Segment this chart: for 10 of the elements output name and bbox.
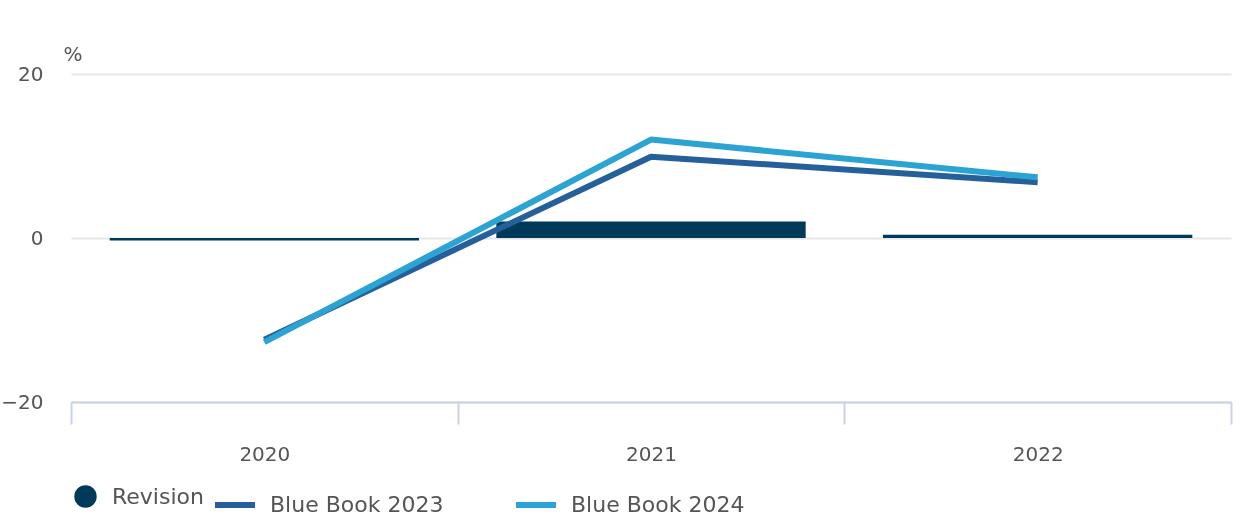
- y-axis-title: %: [63, 41, 83, 66]
- legend-label: Blue Book 2023: [270, 492, 444, 517]
- legend-label: Blue Book 2024: [571, 492, 745, 517]
- x-tick-label: 2022: [1012, 441, 1064, 466]
- y-tick-label: 0: [30, 225, 44, 250]
- y-tick-label: 20: [18, 61, 44, 86]
- legend-label: Revision: [112, 483, 204, 509]
- x-tick-label: 2020: [239, 441, 291, 466]
- y-tick-label: −20: [1, 389, 44, 414]
- x-tick-label: 2021: [626, 441, 677, 466]
